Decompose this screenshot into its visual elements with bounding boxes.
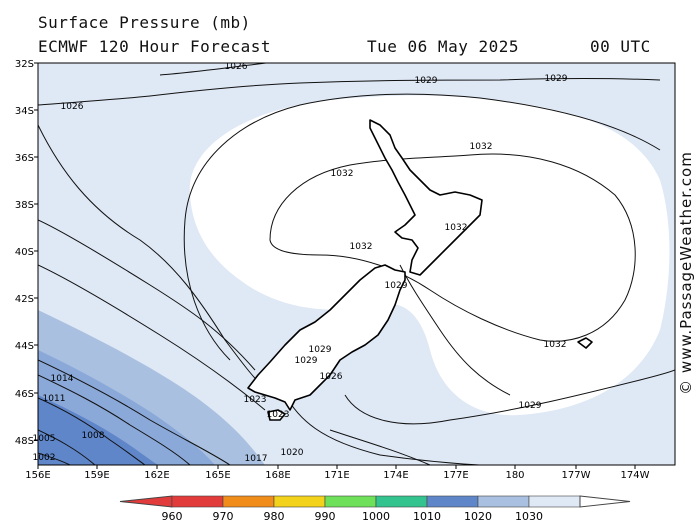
isobar-label: 1023	[244, 395, 267, 405]
latitude-label: 40S	[15, 247, 34, 258]
isobar-label: 1011	[43, 394, 66, 404]
longitude-label: 165E	[205, 470, 230, 481]
latitude-axis: 32S 34S 36S 38S 40S 42S 44S 46S 48S	[15, 59, 38, 447]
isobar	[159, 63, 270, 76]
isobar-label: 1026	[225, 62, 248, 72]
latitude-label: 44S	[15, 341, 34, 352]
watermark-text: © www.PassageWeather.com	[677, 150, 695, 395]
forecast-model: ECMWF 120 Hour Forecast	[38, 37, 272, 56]
latitude-label: 32S	[15, 59, 34, 70]
isobar-label: 1029	[309, 345, 332, 355]
isobar-label: 1002	[33, 453, 56, 463]
latitude-label: 42S	[15, 294, 34, 305]
isobar-label: 1029	[385, 281, 408, 291]
stewart-island	[267, 409, 286, 421]
isobar-label: 1029	[295, 356, 318, 366]
legend-swatch	[426, 495, 479, 508]
isobar	[38, 397, 146, 465]
legend-swatch	[375, 495, 428, 508]
isobar	[38, 374, 191, 465]
longitude-label: 174W	[621, 470, 650, 481]
isobar	[38, 359, 231, 465]
latitude-label: 38S	[15, 200, 34, 211]
forecast-date: Tue 06 May 2025	[367, 37, 519, 56]
isobar-label: 1014	[51, 374, 74, 384]
isobar	[329, 429, 431, 465]
legend-swatch	[477, 495, 530, 508]
legend-swatch	[222, 495, 275, 508]
isobar	[399, 264, 511, 396]
isobar-label: 1032	[331, 169, 354, 179]
isobar-label: 1032	[445, 223, 468, 233]
isobar-label: 1029	[519, 401, 542, 411]
isobar-label: 1029	[545, 74, 568, 84]
isobar	[38, 264, 266, 411]
longitude-label: 162E	[144, 470, 169, 481]
legend-value: 1010	[413, 510, 441, 523]
isobar	[38, 219, 256, 371]
isobar-label: 1032	[470, 142, 493, 152]
isobar	[38, 429, 96, 465]
isobar-label: 1005	[33, 434, 56, 444]
legend-swatch	[324, 495, 377, 508]
south-island	[247, 264, 406, 411]
isobar-label: 1026	[61, 102, 84, 112]
legend-low-arrow	[119, 495, 173, 508]
latitude-label: 34S	[15, 106, 34, 117]
chart-title: Surface Pressure (mb)	[38, 13, 251, 32]
isobar	[344, 369, 675, 425]
isobar	[38, 78, 661, 106]
longitude-label: 177W	[562, 470, 591, 481]
isobar-label: 1023	[267, 410, 290, 420]
longitude-label: 177E	[443, 470, 468, 481]
isobar-label: 1029	[415, 76, 438, 86]
isobar	[183, 93, 661, 361]
latitude-label: 36S	[15, 153, 34, 164]
isobar	[284, 394, 600, 465]
isobar-label: 1026	[320, 372, 343, 382]
isobar	[38, 124, 263, 386]
chatham-islands	[577, 337, 593, 349]
legend-swatch	[171, 495, 224, 508]
isobar-label: 1020	[281, 448, 304, 458]
legend-value: 990	[315, 510, 336, 523]
legend-value: 1000	[362, 510, 390, 523]
legend-value: 960	[162, 510, 183, 523]
longitude-label: 168E	[265, 470, 290, 481]
forecast-time: 00 UTC	[590, 37, 651, 56]
legend-value: 970	[213, 510, 234, 523]
isobar	[38, 452, 71, 465]
longitude-label: 159E	[84, 470, 109, 481]
north-island	[369, 119, 483, 276]
isobar-label: 1032	[544, 340, 567, 350]
legend-value: 980	[264, 510, 285, 523]
legend-value: 1030	[515, 510, 543, 523]
longitude-label: 156E	[25, 470, 50, 481]
isobar-label: 1008	[82, 431, 105, 441]
latitude-label: 46S	[15, 389, 34, 400]
longitude-label: 180	[505, 470, 524, 481]
legend-swatch	[528, 495, 581, 508]
legend-high-arrow	[579, 495, 631, 508]
legend-value: 1020	[464, 510, 492, 523]
map-frame	[37, 62, 676, 466]
isobar-label: 1017	[245, 454, 268, 464]
longitude-label: 174E	[383, 470, 408, 481]
watermark: © www.PassageWeather.com	[676, 150, 696, 395]
legend-swatch	[273, 495, 326, 508]
latitude-label: 48S	[15, 436, 34, 447]
isobar-label: 1032	[350, 242, 373, 252]
pressure-legend: 960 970 980 990 1000 1010 1020 1030	[119, 495, 631, 523]
longitude-axis: 156E 159E 162E 165E 168E 171E 174E 177E 180 177W 1…	[25, 465, 650, 481]
longitude-label: 171E	[324, 470, 349, 481]
